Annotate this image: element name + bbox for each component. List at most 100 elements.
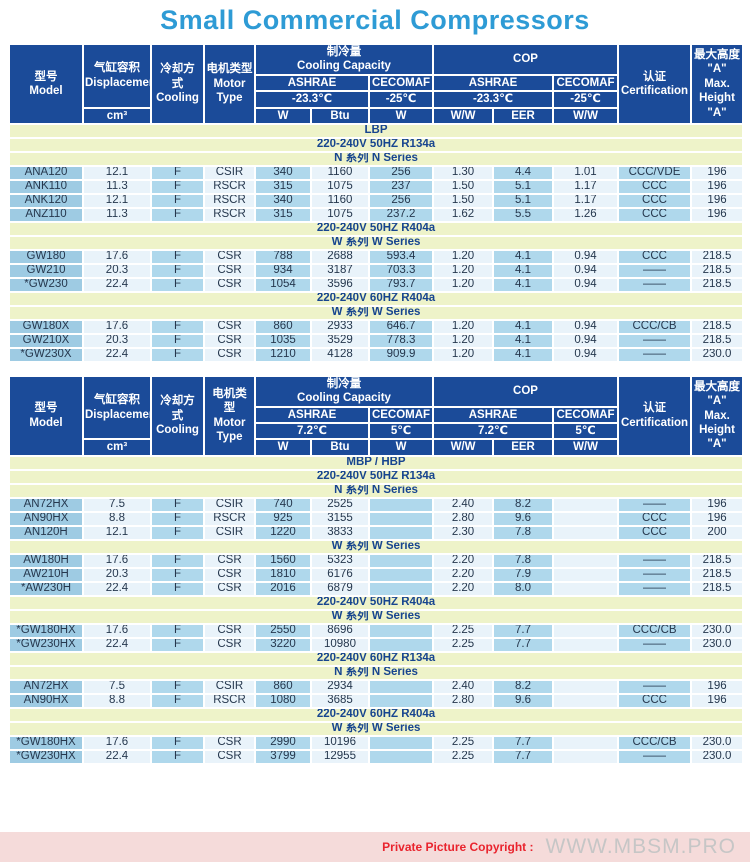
lbp-table: 型号 Model 气缸容积 Displacement 冷却方 式 Cooling… bbox=[7, 43, 745, 363]
cell-cecomaf-w: 703.3 bbox=[367, 262, 435, 279]
mbp-hbp-table-header: 型号 Model 气缸容积 Displacement 冷却方 式 Cooling… bbox=[8, 374, 745, 457]
cell-displacement: 22.4 bbox=[82, 636, 152, 653]
subheader-cecomaf: CECOMAF bbox=[552, 73, 620, 93]
cell-cooling: F bbox=[150, 748, 205, 765]
unit-w: W bbox=[254, 438, 312, 457]
cell-max-height: 218.5 bbox=[690, 552, 745, 569]
section-banner-row: 220-240V 50HZ R134a bbox=[7, 468, 745, 485]
cell-ashrae-btu: 6879 bbox=[310, 580, 370, 597]
cell-ashrae-btu: 3529 bbox=[310, 332, 370, 349]
cell-ashrae-eer: 8.2 bbox=[492, 496, 555, 513]
spec-row: ANA120 12.1 F CSIR 340 1160 256 1.30 4.4 1.01 CCC/… bbox=[8, 164, 745, 181]
cell-model: GW180 bbox=[8, 248, 84, 265]
cell-ashrae-w: 315 bbox=[254, 178, 312, 195]
cell-motor-type: CSR bbox=[203, 566, 256, 583]
unit-ww: W/W bbox=[552, 106, 620, 125]
cell-cecomaf-w bbox=[367, 524, 435, 541]
page-title: Small Commercial Compressors bbox=[160, 5, 590, 35]
section-banner-row: N 系列 N Series bbox=[7, 664, 745, 681]
cell-ashrae-btu: 2525 bbox=[310, 496, 370, 513]
cell-cecomaf-ww: 0.94 bbox=[552, 346, 620, 363]
cell-max-height: 200 bbox=[690, 524, 745, 541]
cell-model: GW210 bbox=[8, 262, 84, 279]
subheader-cecomaf-temp: 5℃ bbox=[552, 421, 620, 441]
cell-model: *GW230 bbox=[8, 276, 84, 293]
cell-certification: —— bbox=[617, 580, 693, 597]
cell-ashrae-eer: 9.6 bbox=[492, 510, 555, 527]
col-header-motor-type: 电机类型 Motor Type bbox=[203, 43, 256, 125]
cell-model: *AW230H bbox=[8, 580, 84, 597]
cell-max-height: 230.0 bbox=[690, 346, 745, 363]
section-banner: W 系列 W Series bbox=[7, 720, 745, 737]
cell-cecomaf-w bbox=[367, 734, 435, 751]
unit-cm3: cm³ bbox=[82, 438, 152, 457]
cell-cecomaf-w bbox=[367, 622, 435, 639]
cell-cecomaf-w bbox=[367, 580, 435, 597]
cell-max-height: 196 bbox=[690, 678, 745, 695]
section-banner-row: W 系列 W Series bbox=[7, 720, 745, 737]
cell-ashrae-ww: 1.20 bbox=[432, 248, 495, 265]
cell-certification: —— bbox=[617, 636, 693, 653]
cell-displacement: 12.1 bbox=[82, 524, 152, 541]
section-banner-row: N 系列 N Series bbox=[7, 150, 745, 167]
cell-cecomaf-ww bbox=[552, 622, 620, 639]
cell-model: AN90HX bbox=[8, 510, 84, 527]
cell-model: ANK110 bbox=[8, 178, 84, 195]
cell-model: *GW180HX bbox=[8, 734, 84, 751]
cell-model: AN72HX bbox=[8, 678, 84, 695]
col-header-model: 型号 Model bbox=[8, 43, 84, 125]
section-banner-row: W 系列 W Series bbox=[7, 234, 745, 251]
cell-certification: —— bbox=[617, 332, 693, 349]
cell-ashrae-ww: 2.25 bbox=[432, 748, 495, 765]
section-banner: 220-240V 50HZ R134a bbox=[7, 136, 745, 153]
cell-ashrae-btu: 12955 bbox=[310, 748, 370, 765]
cell-cecomaf-ww: 0.94 bbox=[552, 262, 620, 279]
cell-motor-type: CSR bbox=[203, 262, 256, 279]
section-banner-row: W 系列 W Series bbox=[7, 538, 745, 555]
cell-model: *GW230HX bbox=[8, 748, 84, 765]
cell-cecomaf-w bbox=[367, 748, 435, 765]
cell-max-height: 230.0 bbox=[690, 636, 745, 653]
cell-motor-type: CSIR bbox=[203, 524, 256, 541]
cell-cecomaf-ww: 1.01 bbox=[552, 164, 620, 181]
spec-row: AN120H 12.1 F CSIR 1220 3833 2.30 7.8 CCC 200 bbox=[8, 524, 745, 541]
cell-model: *GW230X bbox=[8, 346, 84, 363]
cell-ashrae-w: 3220 bbox=[254, 636, 312, 653]
cell-ashrae-ww: 1.62 bbox=[432, 206, 495, 223]
section-banner: W 系列 W Series bbox=[7, 234, 745, 251]
cell-cecomaf-w bbox=[367, 552, 435, 569]
cell-cooling: F bbox=[150, 552, 205, 569]
cell-cecomaf-w bbox=[367, 566, 435, 583]
cell-cecomaf-w: 256 bbox=[367, 164, 435, 181]
section-banner: LBP bbox=[7, 122, 745, 139]
cell-ashrae-ww: 1.20 bbox=[432, 332, 495, 349]
cell-motor-type: CSR bbox=[203, 636, 256, 653]
cell-cecomaf-w bbox=[367, 496, 435, 513]
cell-displacement: 12.1 bbox=[82, 192, 152, 209]
cell-model: ANZ110 bbox=[8, 206, 84, 223]
section-banner: 220-240V 60HZ R134a bbox=[7, 650, 745, 667]
spec-row: ANZ110 11.3 F RSCR 315 1075 237.2 1.62 5.5 1.26 CC… bbox=[8, 206, 745, 223]
spec-row: *GW230HX 22.4 F CSR 3220 10980 2.25 7.7 —— 230.0 bbox=[8, 636, 745, 653]
cell-ashrae-w: 934 bbox=[254, 262, 312, 279]
cell-ashrae-ww: 2.40 bbox=[432, 678, 495, 695]
cell-cecomaf-ww bbox=[552, 678, 620, 695]
cell-cooling: F bbox=[150, 346, 205, 363]
cell-ashrae-w: 925 bbox=[254, 510, 312, 527]
section-banner: N 系列 N Series bbox=[7, 150, 745, 167]
cell-displacement: 11.3 bbox=[82, 206, 152, 223]
cell-cooling: F bbox=[150, 164, 205, 181]
cell-model: GW180X bbox=[8, 318, 84, 335]
cell-ashrae-w: 3799 bbox=[254, 748, 312, 765]
spec-row: AN90HX 8.8 F RSCR 925 3155 2.80 9.6 CCC 196 bbox=[8, 510, 745, 527]
subheader-ashrae: ASHRAE bbox=[432, 405, 555, 425]
cell-certification: —— bbox=[617, 748, 693, 765]
spec-row: GW180 17.6 F CSR 788 2688 593.4 1.20 4.1 0.94 CCC 2… bbox=[8, 248, 745, 265]
cell-displacement: 12.1 bbox=[82, 164, 152, 181]
cell-max-height: 196 bbox=[690, 192, 745, 209]
cell-ashrae-eer: 4.1 bbox=[492, 318, 555, 335]
cell-motor-type: RSCR bbox=[203, 178, 256, 195]
cell-model: AN72HX bbox=[8, 496, 84, 513]
cell-ashrae-w: 2990 bbox=[254, 734, 312, 751]
cell-cooling: F bbox=[150, 622, 205, 639]
